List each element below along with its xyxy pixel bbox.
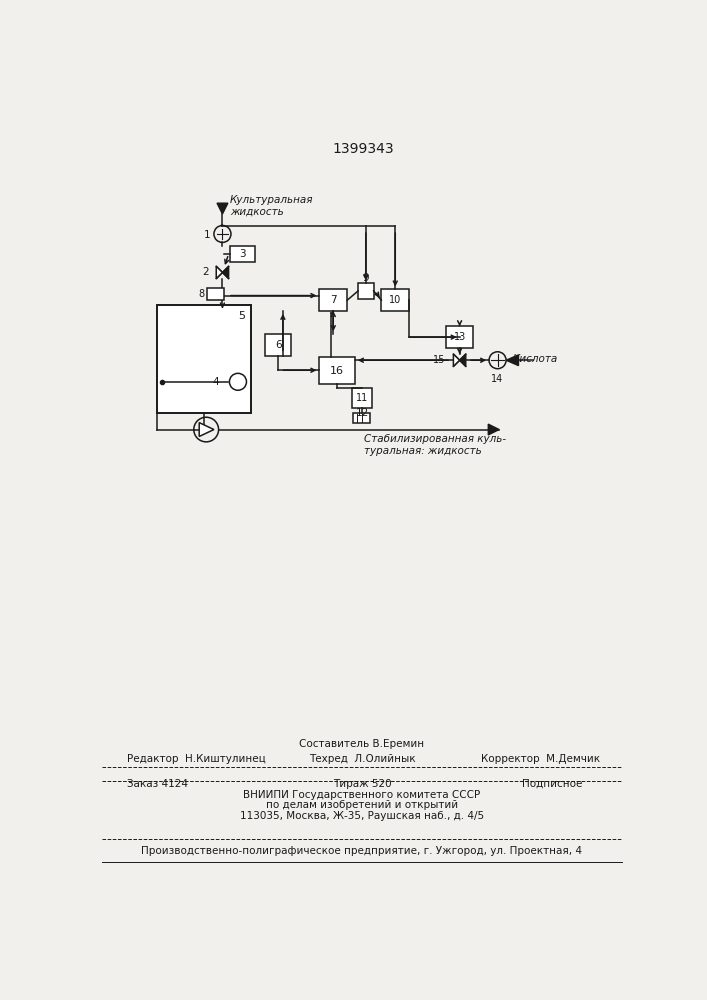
Text: 8: 8 xyxy=(199,289,204,299)
Text: 4: 4 xyxy=(212,377,218,387)
Bar xyxy=(381,289,409,311)
Text: Редактор  Н.Киштулинец: Редактор Н.Киштулинец xyxy=(127,754,266,764)
Text: по делам изобретений и открытий: по делам изобретений и открытий xyxy=(266,800,458,810)
Text: 113035, Москва, Ж-35, Раушская наб., д. 4/5: 113035, Москва, Ж-35, Раушская наб., д. … xyxy=(240,811,484,821)
Text: 11: 11 xyxy=(356,393,368,403)
Bar xyxy=(230,246,255,262)
Text: ВНИИПИ Государственного комитета СССР: ВНИИПИ Государственного комитета СССР xyxy=(243,790,481,800)
Bar xyxy=(207,288,224,300)
Bar xyxy=(320,289,347,311)
Text: 1399343: 1399343 xyxy=(333,142,395,156)
Text: 13: 13 xyxy=(453,332,466,342)
Text: 15: 15 xyxy=(433,355,445,365)
Bar xyxy=(446,326,473,348)
Text: 2: 2 xyxy=(202,267,209,277)
Text: Подписное: Подписное xyxy=(522,779,583,789)
Bar xyxy=(320,357,355,384)
Polygon shape xyxy=(217,203,228,214)
Text: Тираж 520: Тираж 520 xyxy=(332,779,391,789)
Text: Составитель В.Еремин: Составитель В.Еремин xyxy=(299,739,424,749)
Text: Заказ 4124: Заказ 4124 xyxy=(127,779,188,789)
Text: Производственно-полиграфическое предприятие, г. Ужгород, ул. Проектная, 4: Производственно-полиграфическое предприя… xyxy=(141,846,583,856)
Polygon shape xyxy=(199,423,214,436)
Polygon shape xyxy=(216,266,223,279)
Bar xyxy=(156,305,251,413)
Text: 7: 7 xyxy=(330,295,337,305)
Text: Стабилизированная куль-
туральная: жидкость: Стабилизированная куль- туральная: жидко… xyxy=(363,434,506,456)
Text: 5: 5 xyxy=(238,311,245,321)
Bar xyxy=(354,413,370,423)
Text: 6: 6 xyxy=(275,340,281,350)
Polygon shape xyxy=(460,354,466,366)
Text: 12: 12 xyxy=(356,408,368,418)
Text: 9: 9 xyxy=(363,273,369,283)
Text: Корректор  М.Демчик: Корректор М.Демчик xyxy=(481,754,600,764)
Polygon shape xyxy=(489,424,499,435)
Text: 16: 16 xyxy=(330,366,344,376)
Bar xyxy=(358,283,373,299)
Polygon shape xyxy=(453,354,460,366)
Bar xyxy=(265,334,291,356)
Text: Кислота: Кислота xyxy=(513,354,559,364)
Text: 3: 3 xyxy=(239,249,246,259)
Text: Культуральная
жидкость: Культуральная жидкость xyxy=(230,195,314,217)
Polygon shape xyxy=(223,266,228,279)
Text: Техред  Л.Олийнык: Техред Л.Олийнык xyxy=(309,754,415,764)
Text: 1: 1 xyxy=(204,230,211,240)
Bar xyxy=(352,388,372,408)
Text: 14: 14 xyxy=(491,374,503,384)
Polygon shape xyxy=(506,355,518,366)
Text: 10: 10 xyxy=(389,295,402,305)
